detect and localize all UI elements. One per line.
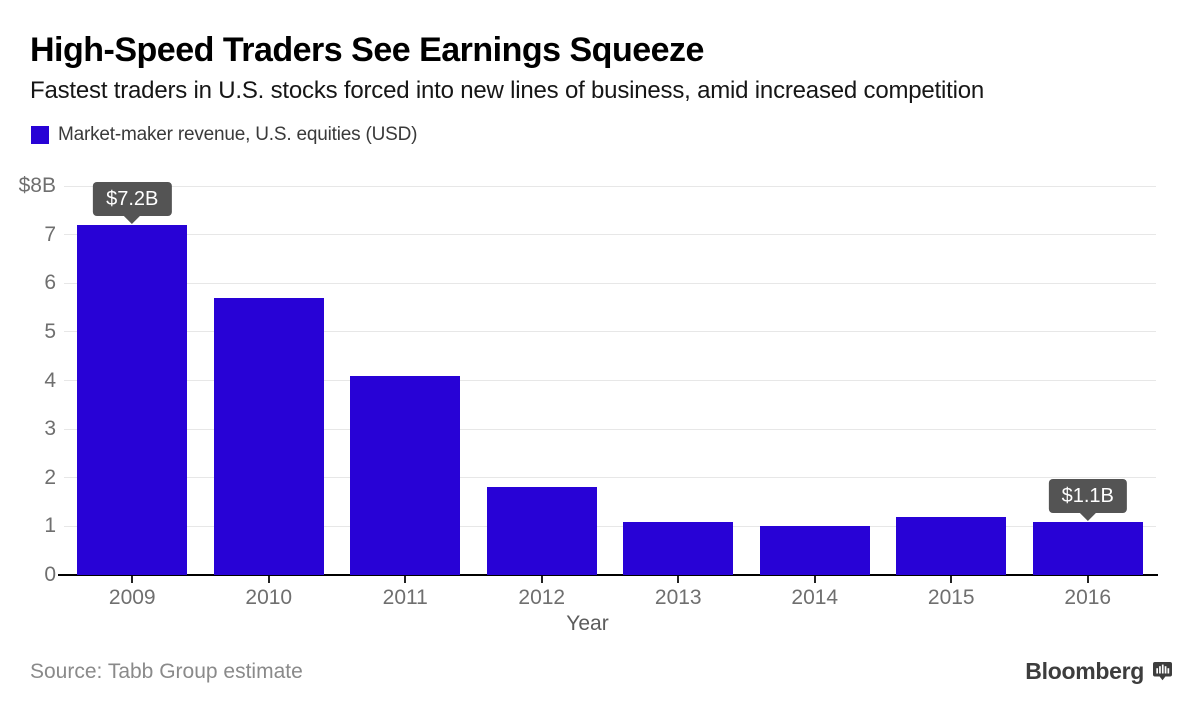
y-axis-tick-label: 4 — [44, 368, 56, 392]
x-axis-tick — [950, 576, 953, 583]
y-axis-tick-label: $8B — [18, 174, 56, 197]
legend: Market-maker revenue, U.S. equities (USD… — [31, 124, 417, 146]
gridline — [64, 234, 1156, 236]
source-note: Source: Tabb Group estimate — [30, 660, 303, 683]
gridline — [64, 525, 1156, 527]
legend-label: Market-maker revenue, U.S. equities (USD… — [58, 124, 418, 145]
x-axis-tick — [1086, 576, 1089, 583]
bloomberg-wordmark: Bloomberg — [1025, 658, 1144, 684]
y-axis-tick-label: 2 — [44, 465, 56, 489]
bar-2011 — [350, 375, 461, 575]
y-axis-tick-label: 6 — [44, 271, 56, 295]
gridline — [64, 477, 1156, 479]
gridline — [64, 380, 1156, 381]
y-axis-tick-label: 3 — [44, 417, 56, 441]
x-axis-tick-label: 2009 — [108, 586, 156, 609]
legend-swatch — [31, 126, 49, 144]
chart-subtitle: Fastest traders in U.S. stocks forced in… — [30, 77, 985, 104]
gridline — [64, 185, 1156, 187]
y-axis-tick-label: 7 — [44, 222, 56, 246]
bar-2009 — [77, 224, 188, 575]
x-axis-tick — [404, 576, 407, 583]
x-axis-tick — [267, 576, 270, 583]
gridline — [64, 282, 1156, 284]
x-axis-tick-label: 2011 — [382, 586, 428, 609]
x-axis-tick — [131, 576, 134, 583]
x-axis-tick-label: 2013 — [654, 586, 702, 609]
bar-2010 — [213, 297, 324, 575]
bar-2012 — [486, 487, 597, 575]
x-axis-tick — [813, 576, 816, 583]
y-axis-tick-label: 1 — [44, 514, 56, 538]
bar-2013 — [623, 521, 734, 575]
x-axis-line — [58, 574, 1158, 576]
x-axis-tick-label: 2010 — [245, 586, 293, 609]
value-callout-2009: $7.2B — [93, 181, 172, 216]
x-axis-tick-label: 2016 — [1064, 586, 1112, 609]
x-axis-tick-label: 2014 — [791, 586, 839, 609]
bar-2016 — [1032, 521, 1143, 575]
x-axis-tick-label: 2015 — [927, 586, 975, 609]
gridline — [64, 331, 1156, 333]
x-axis-title: Year — [566, 612, 609, 635]
bar-2015 — [896, 516, 1007, 575]
gridline — [64, 428, 1156, 430]
x-axis-tick — [677, 576, 680, 583]
value-callout-2016: $1.1B — [1048, 478, 1127, 513]
page-title: High-Speed Traders See Earnings Squeeze — [30, 31, 704, 69]
bloomberg-bug-icon — [1153, 662, 1172, 681]
bloomberg-logo: Bloomberg — [1025, 658, 1173, 685]
x-axis-tick-label: 2012 — [518, 586, 566, 609]
y-axis-tick-label: 5 — [44, 319, 56, 343]
y-axis-tick-label: 0 — [44, 563, 56, 586]
bar-2014 — [759, 526, 870, 575]
x-axis-tick — [540, 576, 543, 583]
